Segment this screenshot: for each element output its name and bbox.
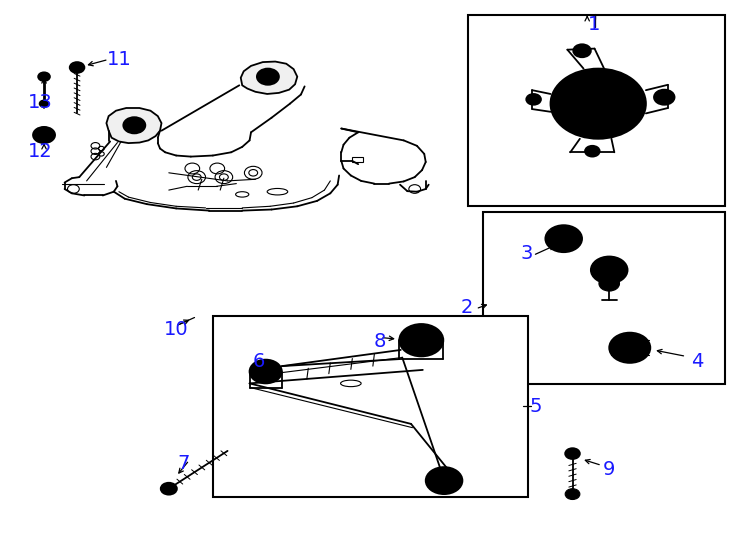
Text: 10: 10: [164, 320, 189, 339]
Circle shape: [257, 69, 279, 85]
Bar: [483, 212, 725, 384]
Circle shape: [399, 324, 443, 356]
Bar: [468, 15, 725, 206]
Text: 2: 2: [461, 298, 473, 318]
Circle shape: [591, 256, 628, 284]
Circle shape: [599, 262, 619, 278]
Text: 5: 5: [529, 396, 542, 416]
Circle shape: [565, 448, 580, 459]
Circle shape: [433, 472, 455, 489]
Circle shape: [585, 146, 600, 157]
Circle shape: [38, 72, 50, 81]
Circle shape: [573, 44, 591, 57]
Text: 1: 1: [589, 15, 600, 34]
Text: 13: 13: [28, 93, 53, 112]
Circle shape: [123, 117, 145, 133]
Circle shape: [654, 90, 675, 105]
Text: 6: 6: [252, 352, 264, 372]
Text: 4: 4: [691, 352, 703, 372]
Circle shape: [161, 483, 177, 495]
Circle shape: [619, 340, 641, 356]
Bar: [352, 157, 363, 162]
Circle shape: [563, 78, 633, 130]
Circle shape: [609, 333, 650, 363]
Text: 11: 11: [106, 50, 131, 69]
Text: 8: 8: [374, 332, 386, 351]
Text: 7: 7: [178, 454, 189, 473]
Circle shape: [70, 62, 84, 73]
Circle shape: [33, 127, 55, 143]
Circle shape: [408, 330, 435, 350]
Circle shape: [599, 276, 619, 291]
Bar: [213, 316, 528, 497]
Circle shape: [426, 467, 462, 494]
Circle shape: [550, 69, 646, 139]
Circle shape: [40, 100, 48, 107]
Text: 9: 9: [603, 460, 615, 480]
Circle shape: [553, 231, 575, 247]
Polygon shape: [106, 108, 161, 143]
Circle shape: [256, 364, 275, 379]
Polygon shape: [241, 62, 297, 94]
Text: 12: 12: [28, 141, 53, 161]
Circle shape: [526, 94, 541, 105]
Circle shape: [545, 225, 582, 252]
Text: 3: 3: [521, 244, 533, 264]
Circle shape: [565, 489, 580, 500]
Circle shape: [250, 360, 282, 383]
